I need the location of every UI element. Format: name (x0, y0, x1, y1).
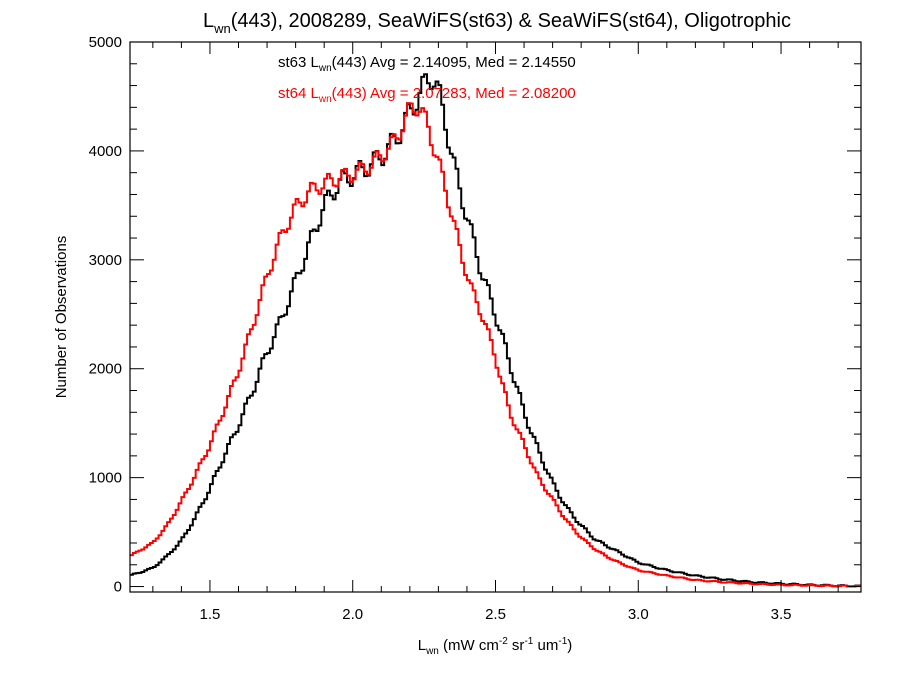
y-tick-label-1: 1000 (89, 470, 122, 487)
annotation-st63-subscript: wn (318, 63, 332, 74)
annotation-st64-suffix: (443) Avg = 2.07283, Med = 2.08200 (332, 85, 576, 102)
series-line-1 (130, 102, 861, 588)
chart-title: Lwn(443), 2008289, SeaWiFS(st63) & SeaWi… (203, 10, 791, 36)
annotation-st64-subscript: wn (318, 94, 332, 105)
chart-title-text: (443), 2008289, SeaWiFS(st63) & SeaWiFS(… (231, 10, 791, 32)
y-tick-label-5: 5000 (89, 34, 122, 51)
annotation-st64-prefix: st64 L (278, 85, 319, 102)
x-tick-label-4: 3.5 (771, 606, 792, 623)
annotation-st64: st64 Lwn(443) Avg = 2.07283, Med = 2.082… (278, 85, 576, 105)
x-tick-label-2: 2.5 (485, 606, 506, 623)
x-axis-label: Lwn (mW cm-2 sr-1 um-1) (418, 636, 573, 657)
annotation-st63: st63 Lwn(443) Avg = 2.14095, Med = 2.145… (278, 54, 576, 74)
x-tick-label-1: 2.0 (342, 606, 363, 623)
y-tick-label-4: 4000 (89, 143, 122, 160)
y-tick-label-3: 3000 (89, 252, 122, 269)
annotation-st63-suffix: (443) Avg = 2.14095, Med = 2.14550 (332, 54, 576, 71)
y-tick-label-2: 2000 (89, 361, 122, 378)
x-tick-label-3: 3.0 (628, 606, 649, 623)
chart-title-subscript: wn (213, 21, 231, 36)
y-tick-label-0: 0 (114, 579, 122, 596)
y-axis-label: Number of Observations (53, 236, 70, 399)
x-tick-label-0: 1.5 (200, 606, 221, 623)
chart-title-symbol: L (203, 10, 214, 32)
annotation-st63-prefix: st63 L (278, 54, 319, 71)
series-line-0 (130, 73, 861, 588)
